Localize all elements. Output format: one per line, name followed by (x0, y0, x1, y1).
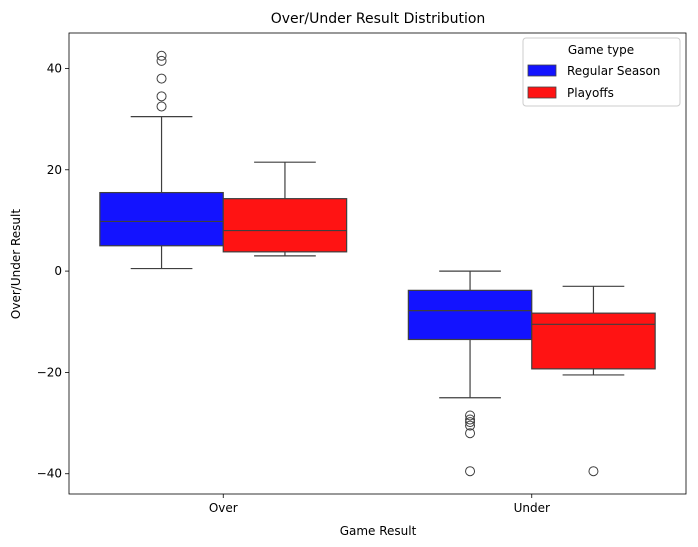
y-tick-label: 40 (47, 61, 62, 75)
iqr-box (222, 198, 348, 253)
y-tick-label: 20 (47, 163, 62, 177)
box-regular-season-over (99, 50, 224, 270)
outlier-point (156, 91, 167, 102)
legend-swatch-regular-season (527, 64, 557, 77)
x-axis-label: Game Result (340, 524, 417, 538)
y-tick-label: −20 (37, 365, 62, 379)
plot-frame (68, 32, 687, 495)
iqr-box (407, 289, 533, 341)
legend-label-regular-season: Regular Season (567, 64, 660, 78)
box-playoffs-over (222, 161, 348, 257)
outlier-point (156, 50, 167, 61)
box-playoffs-under (531, 285, 656, 477)
outlier-point (465, 420, 476, 431)
legend-swatch-playoffs (527, 86, 557, 99)
iqr-box (531, 312, 656, 370)
y-axis-label: Over/Under Result (9, 209, 23, 319)
outlier-point (156, 73, 167, 84)
chart-title: Over/Under Result Distribution (271, 11, 486, 27)
outlier-point (156, 55, 167, 66)
plot-area (99, 50, 656, 477)
x-tick-label: Over (209, 501, 238, 515)
outlier-point (465, 466, 476, 477)
x-tick-label: Under (514, 501, 550, 515)
x-axis: Over Under (209, 494, 550, 515)
outlier-point (465, 428, 476, 439)
y-axis: −40 −20 0 20 40 (37, 61, 69, 481)
box-regular-season-under (407, 270, 533, 477)
legend-frame (522, 37, 681, 107)
y-tick-label: 0 (54, 264, 62, 278)
iqr-box (99, 191, 224, 247)
legend-title: Game type (568, 43, 634, 57)
outlier-point (465, 417, 476, 428)
outlier-point (588, 466, 599, 477)
legend-label-playoffs: Playoffs (567, 86, 614, 100)
legend: Game type Regular Season Playoffs (522, 37, 681, 107)
outlier-point (465, 414, 476, 425)
outlier-point (465, 410, 476, 421)
outlier-point (156, 101, 167, 112)
y-tick-label: −40 (37, 467, 62, 481)
